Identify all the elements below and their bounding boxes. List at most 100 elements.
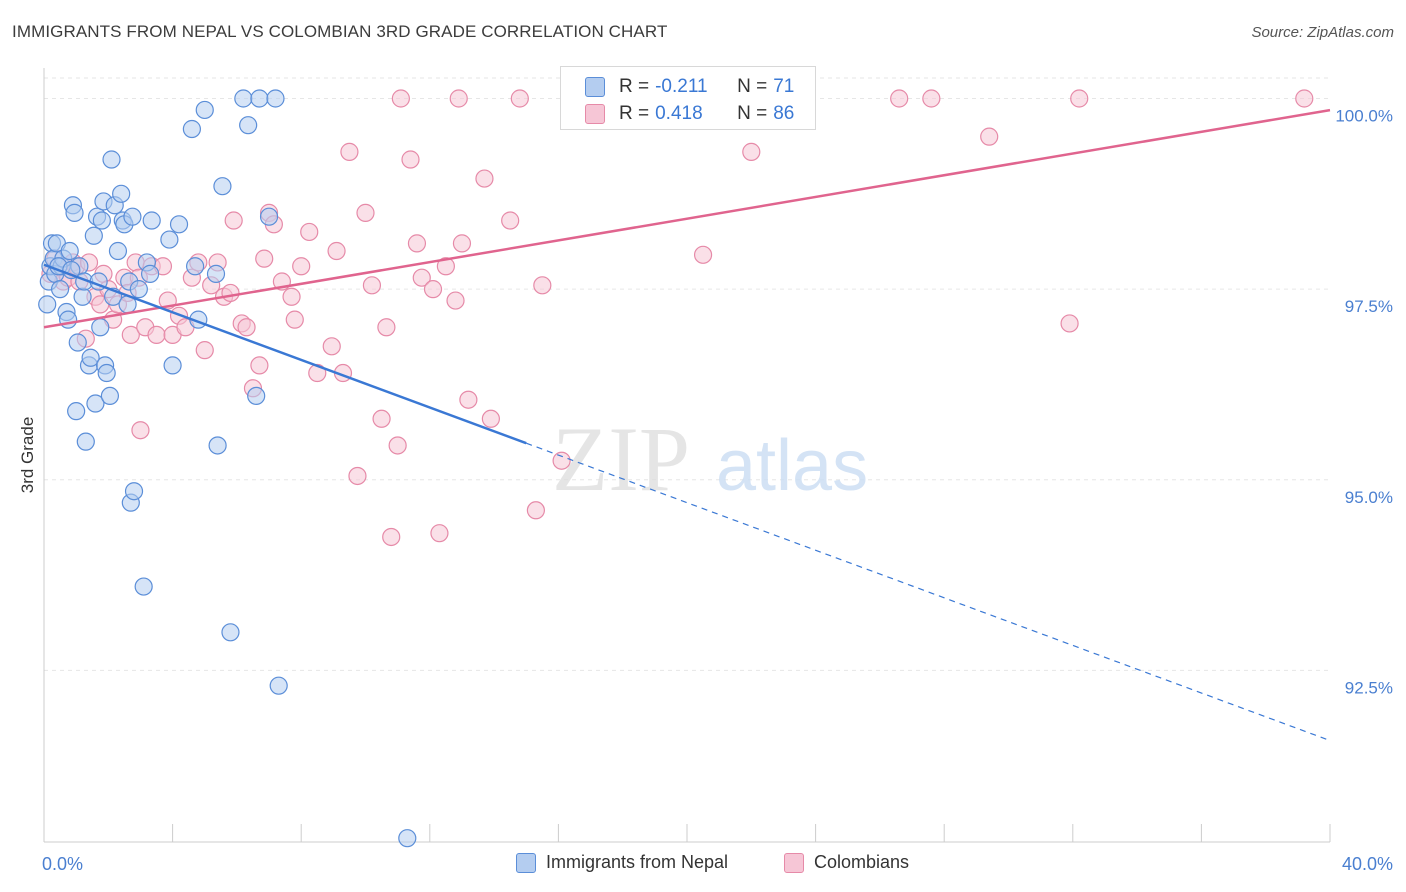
nepal-point bbox=[234, 89, 253, 108]
nepal-point bbox=[60, 241, 79, 261]
nepal-point bbox=[269, 676, 288, 695]
n-label: N = bbox=[737, 76, 768, 97]
r-value: -0.211 bbox=[655, 76, 708, 97]
colombians-point bbox=[362, 276, 382, 295]
legend-label-nepal: Immigrants from Nepal bbox=[546, 852, 729, 872]
nepal-trend-line bbox=[43, 263, 527, 445]
r-label: R = bbox=[619, 76, 650, 97]
y-axis-label: 3rd Grade bbox=[18, 417, 37, 494]
colombians-point bbox=[300, 222, 319, 242]
colombians-point bbox=[475, 169, 494, 188]
colombians-point bbox=[407, 234, 427, 253]
nepal-point bbox=[112, 184, 131, 203]
x-tick-labels: 0.0% 40.0% bbox=[42, 854, 1393, 874]
nepal-point bbox=[186, 257, 205, 276]
colombians-point bbox=[237, 318, 256, 337]
nepal-point bbox=[68, 333, 87, 352]
nepal-point bbox=[221, 623, 240, 642]
nepal-point bbox=[108, 241, 128, 261]
colombians-point bbox=[481, 409, 500, 428]
colombians-point bbox=[131, 421, 150, 440]
nepal-point bbox=[84, 226, 103, 245]
r-value: 0.418 bbox=[655, 103, 703, 124]
legend-item-colombians[interactable]: Colombians bbox=[784, 852, 909, 873]
nepal-point bbox=[250, 89, 269, 108]
colombians-point bbox=[552, 451, 571, 470]
nepal-point bbox=[398, 829, 417, 848]
nepal-point bbox=[213, 177, 232, 196]
chart-source: Source: ZipAtlas.com bbox=[1251, 24, 1394, 41]
legend-item-nepal[interactable]: Immigrants from Nepal bbox=[516, 852, 728, 873]
colombians-point bbox=[430, 524, 449, 543]
colombians-point bbox=[377, 318, 396, 337]
nepal-point bbox=[259, 207, 279, 226]
colombians-point bbox=[195, 341, 214, 360]
nepal-point bbox=[206, 264, 226, 283]
n-value: 86 bbox=[773, 103, 795, 124]
colombians-point bbox=[510, 89, 529, 108]
nepal-point bbox=[100, 386, 120, 406]
nepal-point bbox=[208, 436, 227, 455]
colombians-point bbox=[121, 325, 140, 344]
nepal-point bbox=[67, 402, 86, 421]
nepal-point bbox=[50, 280, 70, 299]
nepal-point bbox=[97, 363, 116, 383]
colombians-point bbox=[285, 310, 304, 329]
colombians-point bbox=[423, 280, 443, 299]
colombians-point bbox=[147, 325, 166, 344]
colombians-point bbox=[388, 436, 407, 455]
colombians-point bbox=[459, 390, 478, 409]
y-tick-label: 97.5% bbox=[1345, 297, 1393, 316]
nepal-point bbox=[140, 264, 160, 283]
colombians-point bbox=[250, 356, 269, 375]
colombians-point bbox=[356, 203, 375, 222]
nepal-point bbox=[266, 89, 285, 108]
nepal-point bbox=[123, 207, 142, 226]
nepal-point bbox=[142, 211, 161, 230]
colombians-point bbox=[224, 211, 243, 230]
watermark: ZIP atlas bbox=[552, 408, 868, 510]
colombians-point bbox=[526, 501, 545, 520]
colombians-point bbox=[436, 257, 455, 276]
colombians-point bbox=[255, 249, 274, 268]
x-tick-label-max: 40.0% bbox=[1342, 854, 1393, 874]
nepal-point bbox=[169, 215, 189, 234]
watermark-zip: ZIP bbox=[552, 408, 690, 510]
nepal-point bbox=[38, 295, 57, 314]
nepal-trend-extension bbox=[526, 442, 1331, 742]
series-legend: Immigrants from Nepal Colombians bbox=[0, 852, 1406, 878]
colombians-point bbox=[412, 268, 431, 287]
nepal-point bbox=[124, 482, 144, 501]
nepal-legend-swatch bbox=[516, 852, 536, 873]
axes bbox=[43, 68, 1331, 843]
colombians-point bbox=[1295, 89, 1314, 108]
colombians-trend-line bbox=[43, 108, 1331, 329]
n-value: 71 bbox=[773, 76, 795, 97]
colombians-point bbox=[980, 127, 999, 146]
colombians-point bbox=[221, 283, 240, 303]
colombians-point bbox=[452, 234, 472, 253]
colombians-point bbox=[348, 466, 367, 486]
colombians-point bbox=[292, 257, 311, 276]
y-tick-label: 95.0% bbox=[1345, 488, 1393, 507]
colombians-point bbox=[391, 89, 410, 108]
colombians-point bbox=[327, 241, 346, 261]
nepal-point bbox=[129, 280, 148, 299]
colombians-point bbox=[1070, 89, 1089, 108]
y-tick-label: 92.5% bbox=[1345, 678, 1393, 697]
colombians-point bbox=[382, 527, 401, 547]
nepal-point bbox=[247, 386, 266, 406]
colombians-point bbox=[372, 409, 391, 428]
y-tick-label: 100.0% bbox=[1335, 107, 1393, 126]
colombians-point bbox=[1060, 314, 1079, 333]
trend-lines bbox=[43, 108, 1331, 742]
nepal-swatch bbox=[585, 77, 605, 97]
nepal-point bbox=[102, 150, 121, 169]
r-label: R = bbox=[619, 103, 650, 124]
chart-title: IMMIGRANTS FROM NEPAL VS COLOMBIAN 3RD G… bbox=[12, 22, 668, 41]
nepal-point bbox=[73, 287, 92, 306]
nepal-point bbox=[134, 577, 153, 596]
stats-row-nepal: R = -0.211 N = 71 bbox=[585, 74, 794, 100]
colombians-point bbox=[401, 150, 420, 169]
